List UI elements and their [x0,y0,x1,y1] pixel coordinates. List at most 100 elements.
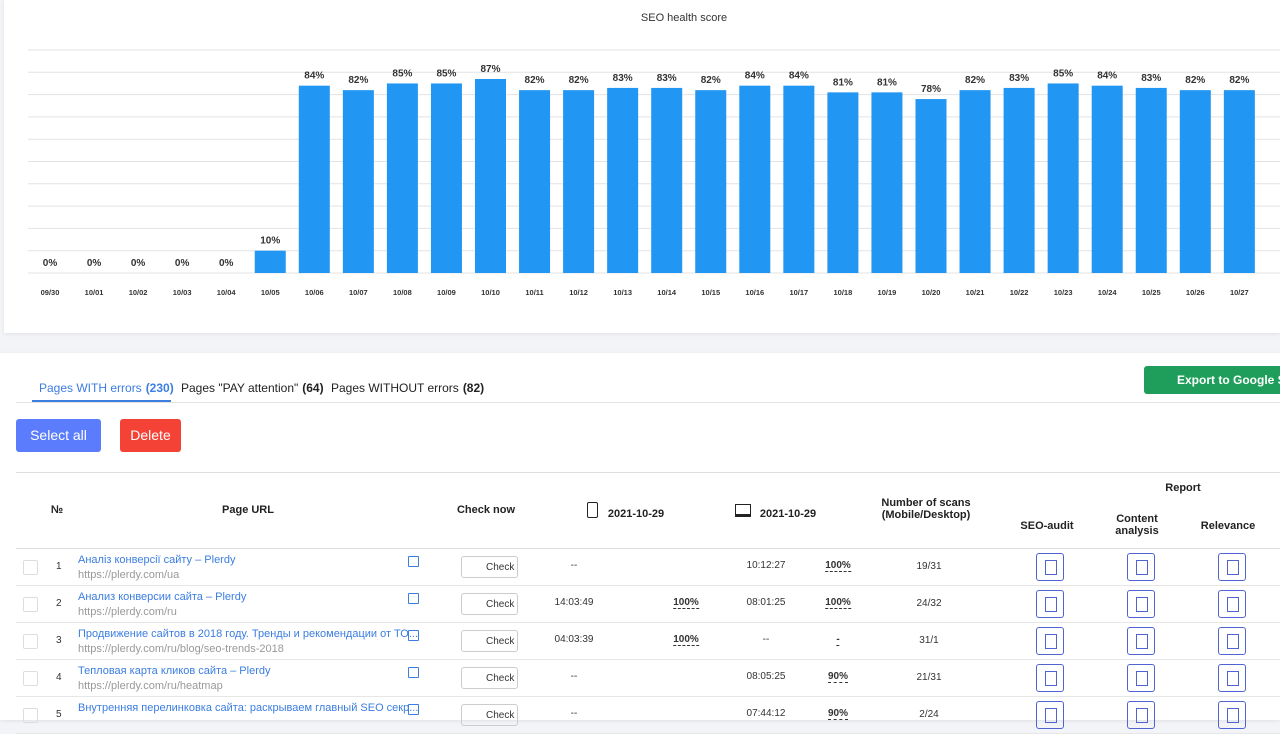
external-link-icon[interactable] [408,593,419,604]
row-checkbox[interactable] [23,597,38,612]
x-tick-label: 10/21 [966,288,985,297]
row-number: 4 [56,672,62,683]
scans: 2/24 [919,709,939,720]
page-title[interactable]: Продвижение сайтов в 2018 году. Тренды и… [78,628,419,640]
desktop-time: 10:12:27 [746,560,786,571]
row-border [16,696,1280,697]
page-title[interactable]: Внутренняя перелинковка сайта: раскрывае… [78,702,419,714]
desktop-score: - [836,634,840,646]
bar [695,90,727,273]
bar [254,250,286,273]
content-analysis-icon[interactable] [1127,590,1155,618]
value-label: 85% [1053,68,1073,79]
value-label: 0% [175,258,190,269]
x-tick-label: 10/20 [922,288,941,297]
row-checkbox[interactable] [23,671,38,686]
bar [1179,90,1211,273]
tab[interactable]: Pages WITH errors (230) [39,381,174,395]
value-label: 84% [304,71,324,82]
row-number: 5 [56,709,62,720]
value-label: 82% [965,75,985,86]
value-label: 85% [392,68,412,79]
check-button[interactable]: Check [461,630,518,652]
page-title[interactable]: Анализ конверсии сайта – Plerdy [78,591,247,603]
relevance-icon[interactable] [1218,590,1246,618]
value-label: 83% [613,73,633,84]
x-tick-label: 10/13 [613,288,632,297]
seo-audit-icon[interactable] [1036,701,1064,729]
external-link-icon[interactable] [408,667,419,678]
content-analysis-icon[interactable] [1127,553,1155,581]
desktop-time: 07:44:12 [746,708,786,719]
row-checkbox[interactable] [23,560,38,575]
check-button[interactable]: Check [461,556,518,578]
x-tick-label: 10/24 [1098,288,1118,297]
seo-audit-icon[interactable] [1036,664,1064,692]
relevance-icon[interactable] [1218,553,1246,581]
bar [386,83,418,273]
bar [651,87,683,273]
bar [1223,90,1255,273]
value-label: 87% [480,64,500,75]
value-label: 84% [789,71,809,82]
check-label: Check [486,673,515,684]
seo-audit-icon[interactable] [1036,553,1064,581]
external-link-icon[interactable] [408,556,419,567]
value-label: 78% [921,84,941,95]
tab-count: (64) [302,381,324,395]
check-button[interactable]: Check [461,667,518,689]
row-border [16,585,1280,586]
row-number: 1 [56,561,62,572]
tab-count: (82) [462,381,485,395]
value-label: 81% [877,77,897,88]
relevance-icon[interactable] [1218,627,1246,655]
value-label: 82% [701,75,721,86]
select-all-button[interactable]: Select all [16,419,101,452]
active-tab-indicator [32,400,171,402]
delete-button[interactable]: Delete [120,419,181,452]
row-checkbox[interactable] [23,708,38,723]
relevance-icon[interactable] [1218,664,1246,692]
x-tick-label: 10/26 [1186,288,1205,297]
mobile-score: 100% [673,597,699,609]
column-header: Relevance [1200,520,1256,532]
page-url: https://plerdy.com/ru/heatmap [78,680,223,692]
row-checkbox[interactable] [23,634,38,649]
x-tick-label: 10/03 [173,288,192,297]
seo-audit-icon[interactable] [1036,627,1064,655]
external-link-icon[interactable] [408,704,419,715]
check-button[interactable]: Check [461,704,518,726]
desktop-time: -- [762,634,770,645]
value-label: 85% [436,68,456,79]
x-tick-label: 10/05 [261,288,280,297]
content-analysis-icon[interactable] [1127,701,1155,729]
bar [298,85,330,274]
tab[interactable]: Pages "PAY attention" (64) [181,381,324,395]
seo-audit-icon[interactable] [1036,590,1064,618]
content-analysis-icon[interactable] [1127,627,1155,655]
tab[interactable]: Pages WITHOUT errors (82) [331,381,484,395]
page-title[interactable]: Тепловая карта кликов сайта – Plerdy [78,665,271,677]
check-button[interactable]: Check [461,593,518,615]
desktop-time: 08:05:25 [746,671,786,682]
page-title[interactable]: Аналіз конверсії сайту – Plerdy [78,554,236,566]
x-tick-label: 10/14 [657,288,677,297]
x-tick-label: 10/01 [85,288,104,297]
x-tick-label: 10/06 [305,288,324,297]
chart-title: SEO health score [641,12,727,24]
value-label: 0% [219,258,234,269]
check-label: Check [486,599,515,610]
relevance-icon[interactable] [1218,701,1246,729]
x-tick-label: 10/16 [745,288,764,297]
value-label: 82% [1229,75,1249,86]
content-analysis-icon[interactable] [1127,664,1155,692]
export-button[interactable]: Export to Google Sp [1144,366,1280,394]
external-link-icon[interactable] [408,630,419,641]
header-border [16,548,1280,549]
scans: 19/31 [916,561,942,572]
tab-label: Pages WITHOUT errors [331,381,459,395]
check-label: Check [486,562,515,573]
tabs-divider [16,402,1280,403]
bar [827,92,859,274]
